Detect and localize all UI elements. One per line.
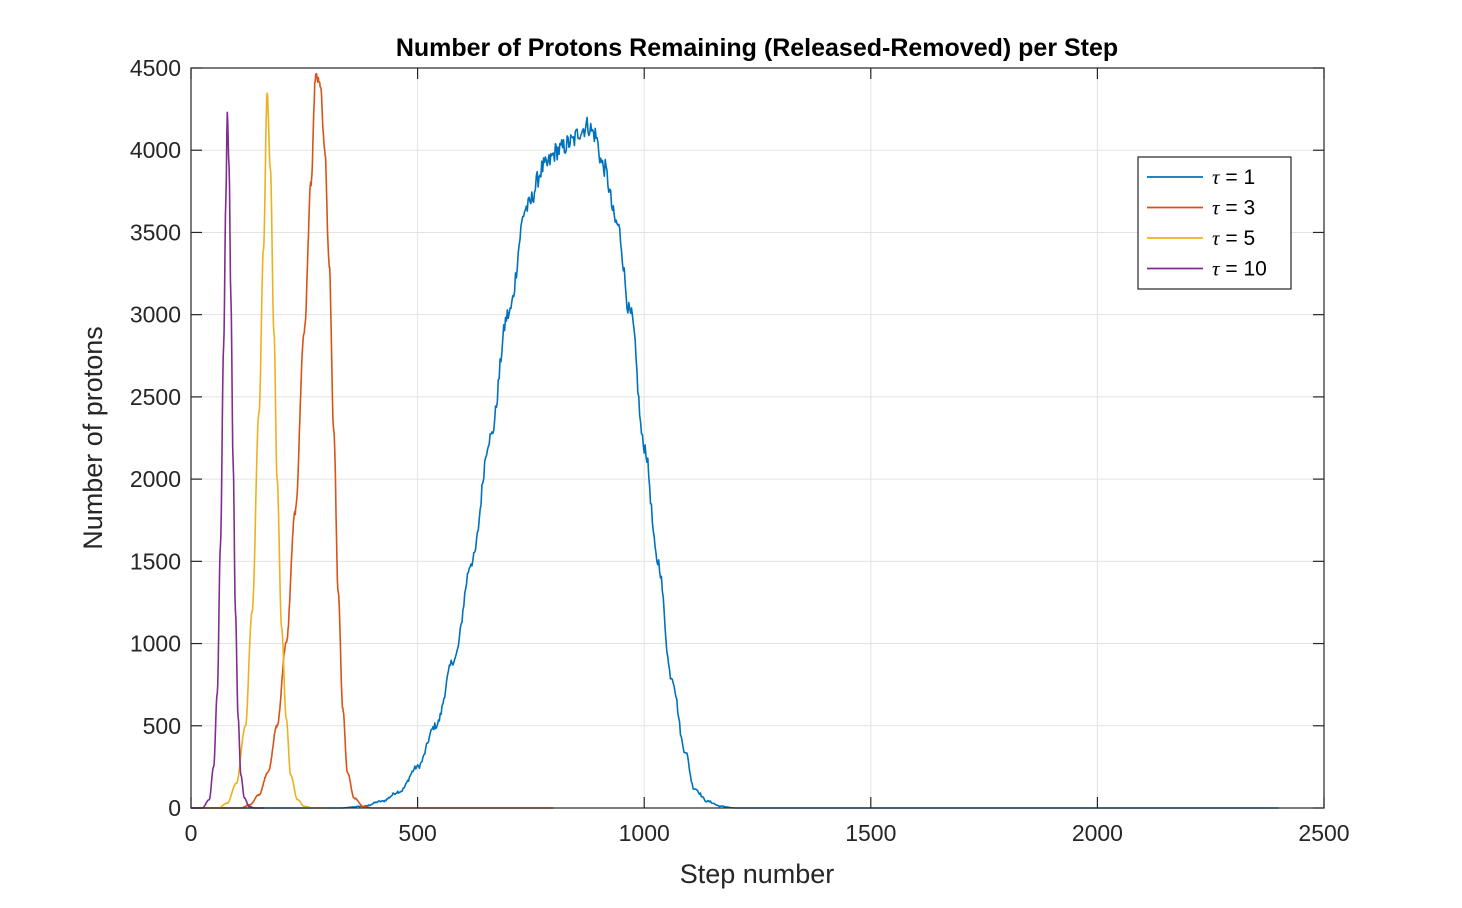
y-tick-label: 2500 — [130, 384, 181, 410]
y-tick-label: 1000 — [130, 631, 181, 657]
legend-entry: τ = 3 — [1212, 196, 1255, 220]
legend-value: = 10 — [1220, 258, 1267, 281]
axis-ticks: 0 500 1000 1500 2000 2500 0 500 1000 1500 2000 2500… — [130, 55, 1350, 846]
legend-entry: τ = 10 — [1212, 257, 1267, 281]
grid-lines — [191, 68, 1324, 808]
legend: τ = 1τ = 3τ = 5τ = 10 — [1137, 156, 1292, 290]
y-axis-label: Number of protons — [78, 326, 108, 550]
legend-value: = 3 — [1220, 197, 1256, 220]
x-tick-label: 1500 — [845, 820, 896, 846]
legend-tau-symbol: τ — [1212, 226, 1221, 250]
y-tick-label: 2000 — [130, 466, 181, 492]
y-tick-label: 3500 — [130, 219, 181, 245]
legend-tau-symbol: τ — [1212, 196, 1221, 220]
legend-entry: τ = 1 — [1212, 165, 1255, 189]
x-tick-label: 500 — [398, 820, 436, 846]
legend-entry: τ = 5 — [1212, 226, 1255, 250]
y-tick-label: 4000 — [130, 137, 181, 163]
chart-title: Number of Protons Remaining (Released-Re… — [396, 34, 1118, 62]
legend-value: = 1 — [1220, 166, 1256, 189]
legend-value: = 5 — [1220, 227, 1256, 250]
legend-tau-symbol: τ — [1212, 257, 1221, 281]
y-tick-label: 500 — [143, 713, 181, 739]
plot-frame — [190, 67, 1325, 809]
y-tick-label: 0 — [168, 795, 181, 821]
legend-box — [1137, 156, 1292, 290]
x-tick-label: 2000 — [1072, 820, 1123, 846]
y-tick-label: 1500 — [130, 548, 181, 574]
y-tick-label: 3000 — [130, 302, 181, 328]
legend-tau-symbol: τ — [1212, 165, 1221, 189]
plot-area — [191, 68, 1324, 808]
x-tick-label: 2500 — [1298, 820, 1349, 846]
x-axis-label: Step number — [680, 859, 835, 889]
x-tick-label: 1000 — [619, 820, 670, 846]
x-tick-label: 0 — [185, 820, 198, 846]
y-tick-label: 4500 — [130, 55, 181, 81]
